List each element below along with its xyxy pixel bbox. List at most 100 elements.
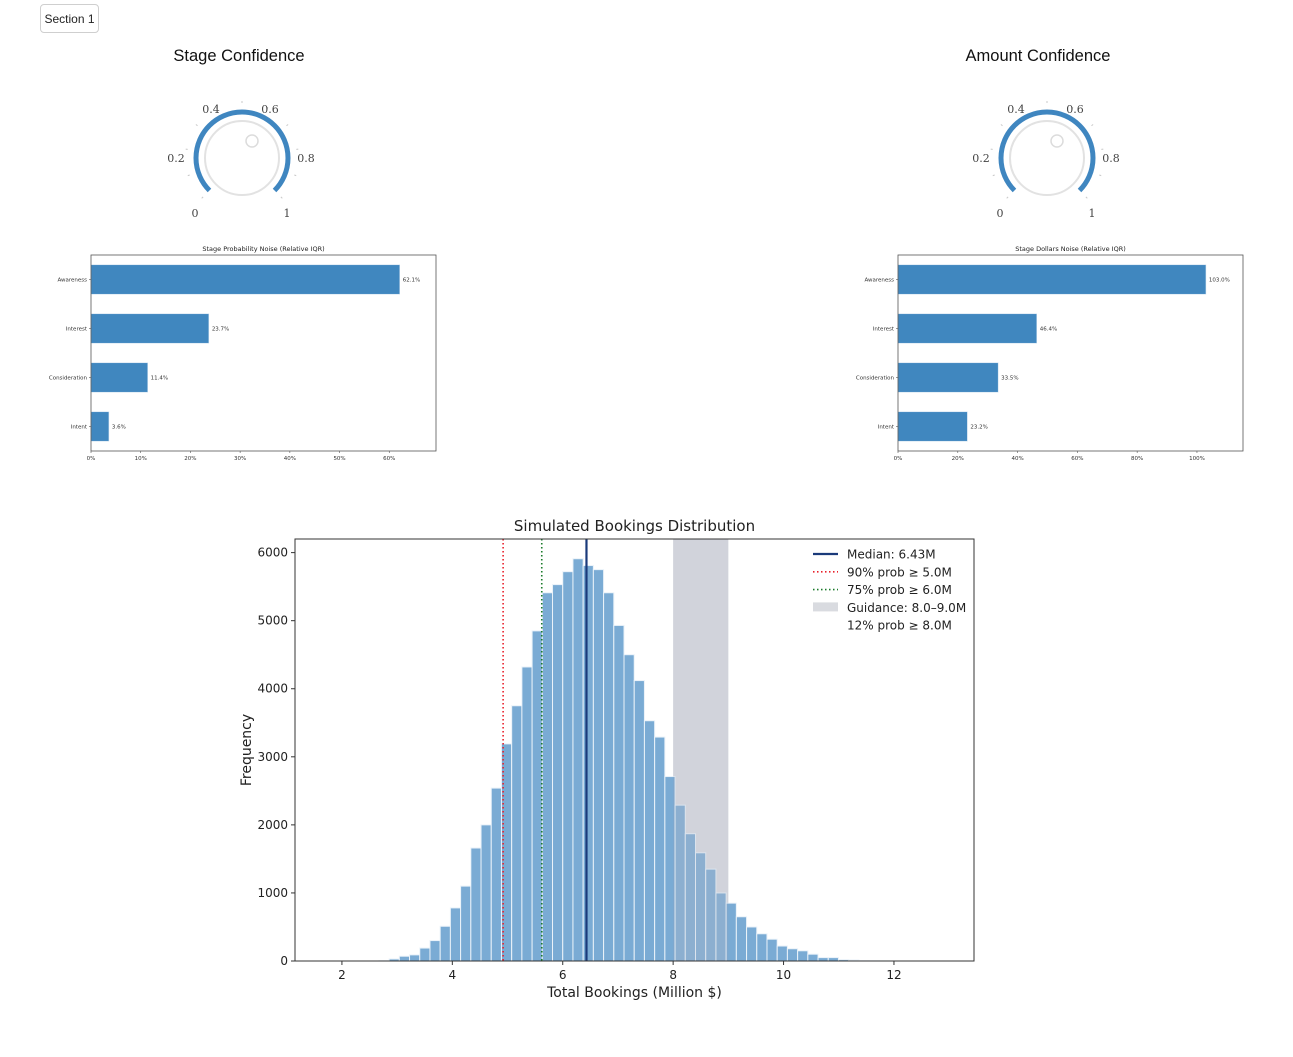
gauge-knob-indicator[interactable] [245,134,259,148]
histogram-bar [541,592,554,962]
axes-frame [90,254,437,452]
histogram-bar [562,571,574,962]
category-label: Intent [71,425,88,431]
x-tick-label: 30% [234,456,246,462]
gauge-tick [1000,124,1003,127]
section-1-button[interactable]: Section 1 [40,4,99,33]
histogram-bar [470,847,482,962]
gauge-tick [1071,106,1074,110]
y-tick-label: 0 [280,954,288,968]
histogram-bar [531,630,543,962]
legend-label: 90% prob ≥ 5.0M [847,565,952,579]
gauge-tick-label: 1 [1089,207,1096,220]
histogram-bar [572,558,584,962]
histogram-bar [817,957,829,962]
histogram-bar [398,955,411,962]
stage-confidence-title: Stage Confidence [173,47,305,65]
gauge-tick [992,174,995,177]
histogram-bar [490,787,502,962]
x-tick-label: 0% [894,456,903,462]
amount-confidence-title: Amount Confidence [965,47,1111,65]
histogram-bar [511,705,523,962]
histogram-bar [582,565,594,962]
bar-consideration [897,362,999,393]
bar-awareness [897,264,1207,295]
bar-value-label: 103.0% [1209,278,1230,284]
histogram-bar [419,947,431,962]
x-tick-label: 10 [776,968,791,982]
category-label: Interest [873,327,895,333]
histogram-bar [623,654,635,962]
axes-frame [897,254,1244,452]
bar-value-label: 62.1% [403,278,420,284]
gauge-tick-label: 0.6 [261,103,279,116]
bar-value-label: 33.5% [1001,376,1018,382]
gauge-tick [1085,196,1088,199]
gauge-tick [1020,106,1023,110]
legend-label: Guidance: 8.0–9.0M [847,601,966,615]
y-tick-label: 5000 [257,614,288,628]
histogram-bar [429,940,441,962]
bar-interest [90,313,210,344]
x-tick-label: 2 [338,968,346,982]
histogram-bar [449,907,462,962]
y-axis-label: Frequency [239,714,255,786]
x-tick-label: 40% [284,456,296,462]
histogram-bar [766,938,778,962]
histogram-bar [439,925,451,962]
x-tick-label: 6 [559,968,567,982]
histogram-bar [827,957,839,962]
gauge-tick-label: 0.4 [202,103,220,116]
x-tick-label: 12 [886,968,901,982]
category-label: Interest [66,327,88,333]
bar-awareness [90,264,400,295]
bar-intent [897,411,968,442]
gauge-tick [215,106,218,110]
bar-value-label: 23.2% [970,425,987,431]
x-tick-label: 60% [1071,456,1083,462]
gauge-tick-label: 0 [997,207,1004,220]
gauge-knob-indicator[interactable] [1050,134,1064,148]
gauge-knob-body [204,120,280,196]
histogram-bar [746,926,758,962]
gauge-tick-label: 0.2 [972,152,990,165]
histogram-bar [633,680,645,962]
category-label: Intent [878,425,895,431]
histogram-bar [776,945,788,962]
gauge-tick [1091,124,1094,127]
gauge-knob-body [1009,120,1085,196]
histogram-bar [613,624,625,962]
histogram-bar [603,592,615,962]
bar-value-label: 23.7% [212,327,229,333]
chart-title: Stage Dollars Noise (Relative IQR) [1015,245,1126,253]
gauge-tick [286,124,289,127]
gauge-tick [1006,196,1009,199]
histogram-bar [756,933,768,962]
gauge-tick-label: 0.8 [1102,152,1120,165]
bar-consideration [90,362,148,393]
category-label: Awareness [57,278,87,284]
gauge-tick-label: 0.4 [1007,103,1025,116]
x-tick-label: 40% [1011,456,1023,462]
y-tick-label: 3000 [257,750,288,764]
category-label: Consideration [856,376,895,382]
x-tick-label: 60% [383,456,395,462]
x-tick-label: 100% [1189,456,1205,462]
bar-value-label: 3.6% [112,425,126,431]
y-tick-label: 6000 [257,546,288,560]
gauge-tick-label: 1 [284,207,291,220]
category-label: Awareness [864,278,894,284]
histogram-bar [807,953,819,962]
gauge-tick [201,196,204,199]
x-tick-label: 50% [333,456,345,462]
histogram-bar [797,950,809,962]
gauge-value-arc [193,109,291,193]
histogram-bar [460,885,472,962]
category-label: Consideration [49,376,88,382]
histogram-bar [409,954,421,962]
legend-swatch [813,602,838,612]
